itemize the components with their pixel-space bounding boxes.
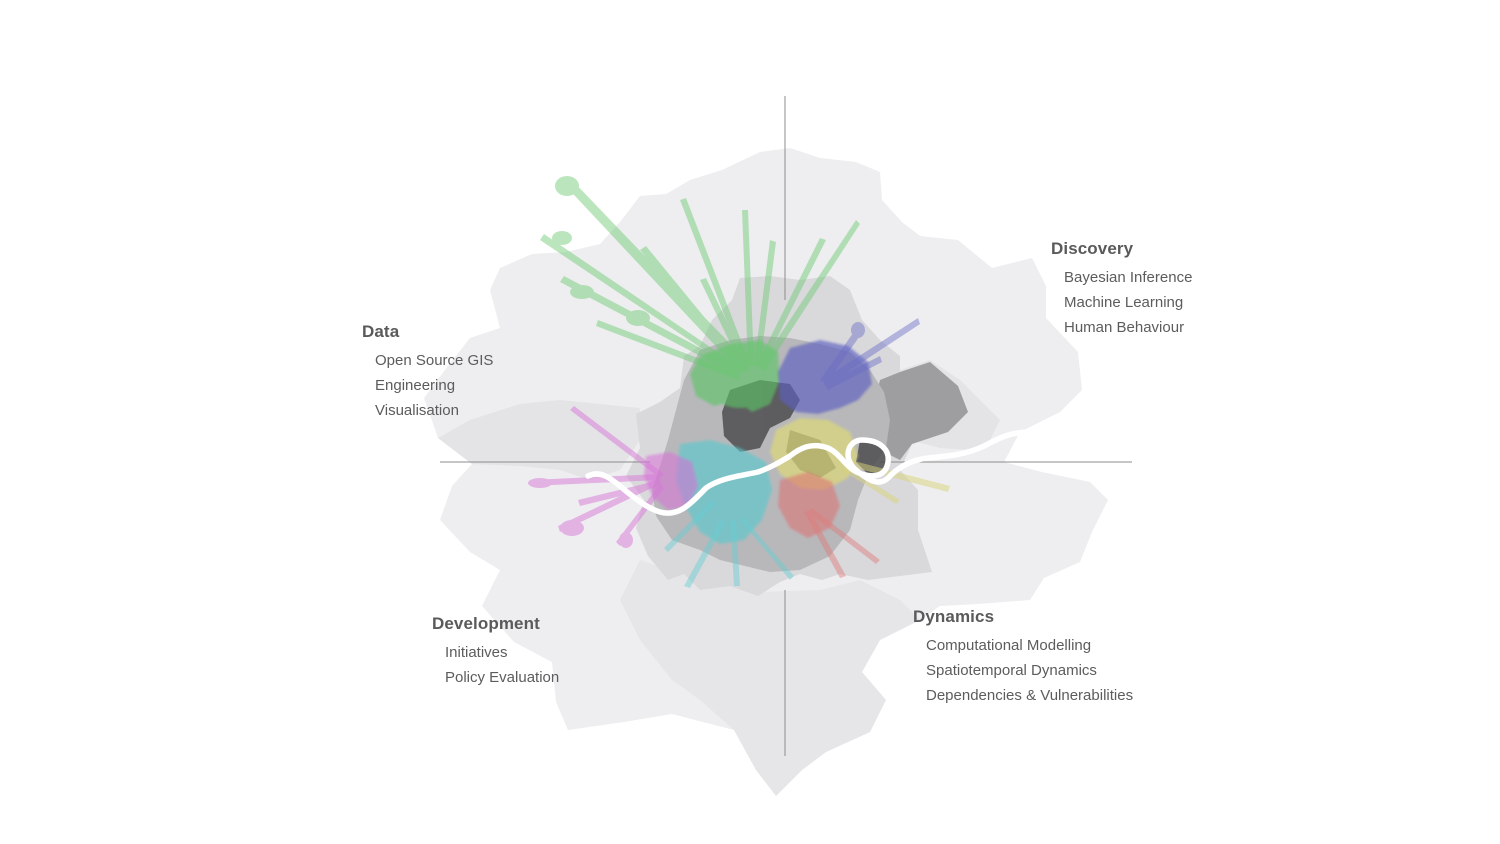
quadrant-development: Development Initiatives Policy Evaluatio… [432,614,559,690]
quadrant-discovery-list: Bayesian Inference Machine Learning Huma… [1051,265,1192,340]
cluster-blue-rays [820,318,920,390]
quadrant-discovery-item: Bayesian Inference [1064,269,1193,286]
cluster-cyan [676,440,772,544]
cluster-green-rays [540,176,860,380]
cluster-magenta-rays [528,406,664,548]
quadrant-discovery-title: Discovery [1051,239,1134,258]
quadrant-discovery-item: Machine Learning [1064,294,1184,311]
cluster-yellow-rays [842,460,950,504]
cluster-cyan-rays [664,500,794,588]
quadrant-dynamics-title: Dynamics [913,607,995,626]
quadrant-data-title: Data [362,322,400,341]
quadrant-data-list: Open Source GIS Engineering Visualisatio… [362,348,493,423]
cluster-blue [778,340,872,414]
quadrant-development-list: Initiatives Policy Evaluation [432,640,559,690]
quadrant-dynamics-item: Spatiotemporal Dynamics [926,662,1097,679]
cluster-red-rays [804,508,880,578]
quadrant-dynamics-list: Computational Modelling Spatiotemporal D… [913,633,1133,708]
quadrant-development-title: Development [432,614,540,633]
cluster-green [690,340,780,412]
quadrant-axes [440,96,1132,756]
river-thames [585,429,1033,516]
quadrant-discovery-item: Human Behaviour [1064,319,1185,336]
quadrant-data: Data Open Source GIS Engineering Visuali… [362,322,493,423]
quadrant-data-item: Open Source GIS [375,352,494,369]
middle-boroughs-east [870,362,968,460]
outer-boroughs-south [620,560,920,796]
cluster-red [778,472,840,538]
quadrant-data-item: Visualisation [375,402,459,419]
quadrant-development-item: Initiatives [445,644,508,661]
quadrant-discovery: Discovery Bayesian Inference Machine Lea… [1051,239,1192,340]
quadrant-development-item: Policy Evaluation [445,669,560,686]
quadrant-dynamics-item: Computational Modelling [926,637,1092,654]
quadrant-dynamics: Dynamics Computational Modelling Spatiot… [913,607,1133,708]
quadrant-dynamics-item: Dependencies & Vulnerabilities [926,687,1134,704]
cluster-yellow [770,418,858,490]
quadrant-data-item: Engineering [375,377,456,394]
